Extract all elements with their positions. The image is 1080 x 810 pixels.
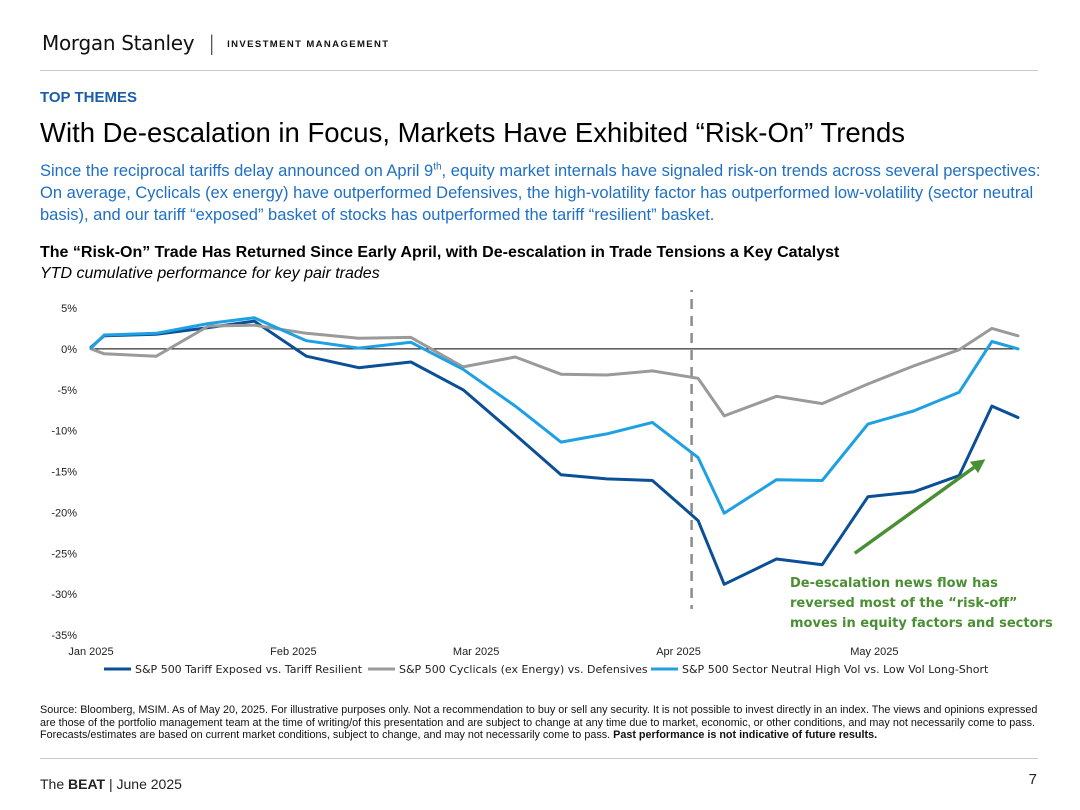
brand-name: Morgan Stanley xyxy=(42,31,195,55)
header-divider xyxy=(40,70,1038,71)
brand-unit: INVESTMENT MANAGEMENT xyxy=(227,39,390,50)
line-chart: 5% 0% -5% -10% -15% -20% -25% -30% -35% Jan 2025 F… xyxy=(51,290,1053,676)
chart-subtitle: YTD cumulative performance for key pair … xyxy=(40,265,380,282)
x-tick-label: Jan 2025 xyxy=(68,646,113,658)
footnote-bold: Past performance is not indicative of fu… xyxy=(613,729,878,742)
legend-label-2: S&P 500 Cyclicals (ex Energy) vs. Defens… xyxy=(399,663,648,676)
annotation-arrow-shaft xyxy=(853,465,976,555)
footer-beat: BEAT xyxy=(68,776,106,792)
subhead-text-2: , equity market internals have signaled … xyxy=(40,162,1041,224)
y-tick-label: 5% xyxy=(61,303,77,315)
y-tick-label: -5% xyxy=(57,385,77,397)
x-tick-label: May 2025 xyxy=(850,646,898,658)
y-tick-label: -35% xyxy=(51,630,77,642)
annotation-arrow-head xyxy=(969,459,986,474)
footer-prefix: The xyxy=(40,776,69,792)
annotation-text-line: moves in equity factors and sectors xyxy=(790,616,1053,631)
page-number: 7 xyxy=(1028,771,1037,788)
y-tick-label: -20% xyxy=(51,507,77,519)
page-title: With De-escalation in Focus, Markets Hav… xyxy=(40,117,906,148)
footer-publication: The BEAT | June 2025 xyxy=(40,776,182,792)
brand-lockup: Morgan Stanley | INVESTMENT MANAGEMENT xyxy=(42,31,389,55)
section-tag: TOP THEMES xyxy=(40,89,137,106)
source-footnote: Source: Bloomberg, MSIM. As of May 20, 2… xyxy=(40,704,1040,742)
y-tick-label: -10% xyxy=(51,426,77,438)
brand-separator: | xyxy=(208,31,216,55)
series-line-1 xyxy=(89,319,1020,586)
x-tick-label: Feb 2025 xyxy=(270,646,316,658)
x-tick-label: Apr 2025 xyxy=(656,646,701,658)
y-tick-label: -15% xyxy=(51,467,77,479)
annotation-text-line: reversed most of the “risk-off” xyxy=(790,596,1017,611)
series-line-3 xyxy=(89,316,1020,515)
page-subhead: Since the reciprocal tariffs delay annou… xyxy=(40,160,1050,226)
footer-divider xyxy=(40,758,1038,759)
subhead-text-1: Since the reciprocal tariffs delay annou… xyxy=(40,162,434,180)
chart-title: The “Risk-On” Trade Has Returned Since E… xyxy=(40,244,840,261)
annotation-text-line: De-escalation news flow has xyxy=(790,576,998,591)
y-tick-label: 0% xyxy=(61,344,77,356)
subhead-sup: th xyxy=(433,161,442,173)
y-tick-label: -25% xyxy=(51,548,77,560)
legend-label-1: S&P 500 Tariff Exposed vs. Tariff Resili… xyxy=(135,663,363,676)
x-tick-label: Mar 2025 xyxy=(453,646,499,658)
footer-date: | June 2025 xyxy=(105,776,182,792)
footnote-text: Source: Bloomberg, MSIM. As of May 20, 2… xyxy=(40,704,1038,742)
series-line-2 xyxy=(89,323,1020,418)
y-tick-label: -30% xyxy=(51,589,77,601)
legend-label-3: S&P 500 Sector Neutral High Vol vs. Low … xyxy=(682,663,989,676)
